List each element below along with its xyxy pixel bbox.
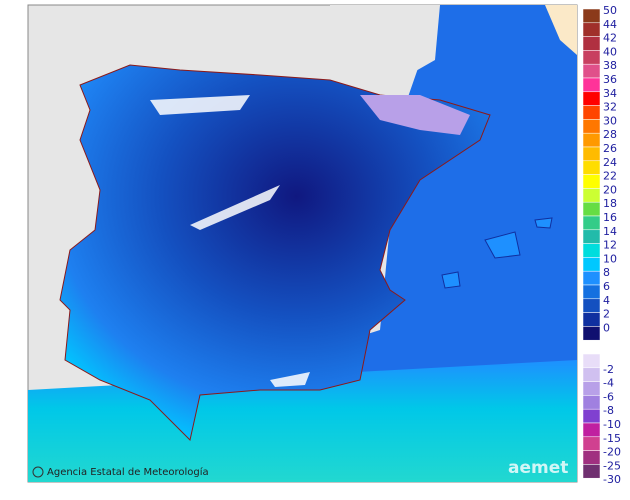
island	[484, 231, 521, 259]
snow	[190, 185, 280, 230]
legend-swatch	[582, 8, 601, 24]
legend-label: -6	[603, 390, 614, 403]
legend-label: -30	[603, 473, 621, 486]
legend-label: 26	[603, 142, 617, 155]
credit: Agencia Estatal de Meteorología	[47, 466, 209, 478]
legend-swatch	[582, 464, 601, 479]
legend-swatch	[582, 408, 601, 424]
legend-label: 10	[603, 252, 617, 265]
map: Agencia Estatal de Meteorología aemet	[27, 4, 578, 483]
credit-icon	[32, 466, 44, 478]
legend-swatch	[582, 63, 601, 79]
legend-swatch	[582, 422, 601, 438]
legend-label: -2	[603, 363, 614, 376]
legend-swatch	[582, 119, 601, 134]
legend-label: 28	[603, 128, 617, 141]
legend-label: -25	[603, 459, 621, 472]
legend-swatch	[582, 77, 601, 93]
legend-swatch	[582, 353, 601, 369]
legend-label: 50	[603, 4, 617, 17]
legend-label: 38	[603, 59, 617, 72]
france-edge	[545, 5, 577, 55]
legend-swatch	[582, 91, 601, 106]
legend-label: 24	[603, 156, 617, 169]
legend-label: -15	[603, 432, 621, 445]
legend-label: 16	[603, 211, 617, 224]
legend-swatch	[582, 36, 601, 51]
legend-swatch	[582, 50, 601, 65]
legend-label: 30	[603, 114, 617, 127]
legend-swatch	[582, 105, 601, 120]
legend-swatch	[582, 326, 601, 341]
legend-swatch	[582, 229, 601, 244]
snow	[150, 95, 250, 115]
legend-swatch	[582, 367, 601, 382]
legend-swatch	[582, 270, 601, 286]
legend-label: -4	[603, 377, 614, 390]
legend-label: 42	[603, 32, 617, 45]
legend-label: -10	[603, 418, 621, 431]
legend-label: 0	[603, 321, 610, 334]
legend-swatch	[582, 450, 601, 465]
legend-label: 44	[603, 18, 617, 31]
island	[441, 271, 461, 289]
legend-swatch	[582, 174, 601, 189]
legend-swatch	[582, 146, 601, 162]
legend-label: 8	[603, 266, 610, 279]
legend-swatch	[582, 381, 601, 396]
legend-swatch	[582, 201, 601, 217]
legend-swatch	[582, 312, 601, 327]
legend-label: 32	[603, 101, 617, 114]
legend-label: -20	[603, 446, 621, 459]
legend-label: 40	[603, 45, 617, 58]
legend: 5044424038363432302826242220181614121086…	[582, 4, 621, 486]
legend-swatch	[582, 436, 601, 451]
legend-label: 36	[603, 73, 617, 86]
legend-label: 34	[603, 87, 617, 100]
france	[330, 5, 440, 80]
legend-label: 14	[603, 225, 617, 238]
legend-swatch	[582, 160, 601, 175]
legend-label: 18	[603, 197, 617, 210]
logo: aemet	[508, 458, 568, 478]
legend-label: 12	[603, 239, 617, 252]
legend-label: 4	[603, 294, 610, 307]
legend-label: 6	[603, 280, 610, 293]
legend-swatch	[582, 243, 601, 258]
snow	[270, 372, 310, 387]
legend-swatch	[582, 298, 601, 313]
legend-swatch	[582, 284, 601, 300]
legend-swatch	[582, 395, 601, 410]
legend-label: 2	[603, 308, 610, 321]
legend-label: -8	[603, 404, 614, 417]
legend-swatch	[582, 257, 601, 272]
legend-swatch	[582, 22, 601, 37]
legend-label: 20	[603, 183, 617, 196]
island	[534, 217, 553, 229]
legend-swatch	[582, 132, 601, 148]
legend-label: 22	[603, 170, 617, 183]
legend-swatch	[582, 215, 601, 231]
pyrenees	[360, 95, 470, 135]
legend-swatch	[582, 188, 601, 203]
